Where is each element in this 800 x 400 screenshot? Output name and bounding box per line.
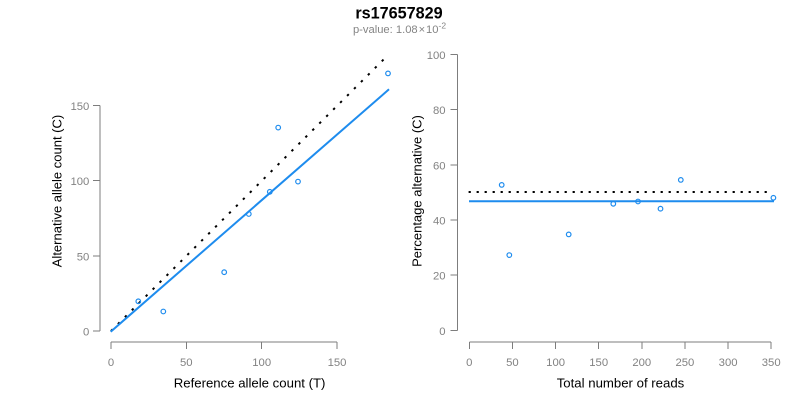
svg-text:350: 350 <box>762 357 781 369</box>
svg-text:100: 100 <box>70 176 89 188</box>
svg-text:60: 60 <box>433 160 446 172</box>
svg-text:50: 50 <box>77 252 90 264</box>
svg-text:100: 100 <box>546 357 565 369</box>
svg-text:150: 150 <box>328 357 347 369</box>
svg-text:100: 100 <box>427 50 446 62</box>
svg-text:Percentage alternative (C): Percentage alternative (C) <box>410 115 425 267</box>
svg-text:0: 0 <box>439 326 445 338</box>
svg-text:Alternative allele count (C): Alternative allele count (C) <box>50 115 65 267</box>
svg-text:0: 0 <box>83 327 89 339</box>
svg-text:40: 40 <box>433 216 446 228</box>
svg-text:50: 50 <box>506 357 519 369</box>
svg-text:200: 200 <box>632 357 651 369</box>
svg-text:0: 0 <box>108 357 114 369</box>
svg-text:0: 0 <box>466 357 472 369</box>
svg-text:Reference allele count (T): Reference allele count (T) <box>174 376 326 391</box>
svg-text:150: 150 <box>589 357 608 369</box>
svg-text:80: 80 <box>433 105 446 117</box>
svg-text:300: 300 <box>719 357 738 369</box>
svg-text:p-value: 1.08 × 10-2: p-value: 1.08 × 10-2 <box>353 20 446 36</box>
svg-text:Total number of reads: Total number of reads <box>557 376 685 391</box>
svg-text:rs17657829: rs17657829 <box>355 4 442 22</box>
svg-text:20: 20 <box>433 271 446 283</box>
svg-text:50: 50 <box>180 357 193 369</box>
svg-text:150: 150 <box>70 101 89 113</box>
svg-text:100: 100 <box>252 357 271 369</box>
svg-text:250: 250 <box>675 357 694 369</box>
